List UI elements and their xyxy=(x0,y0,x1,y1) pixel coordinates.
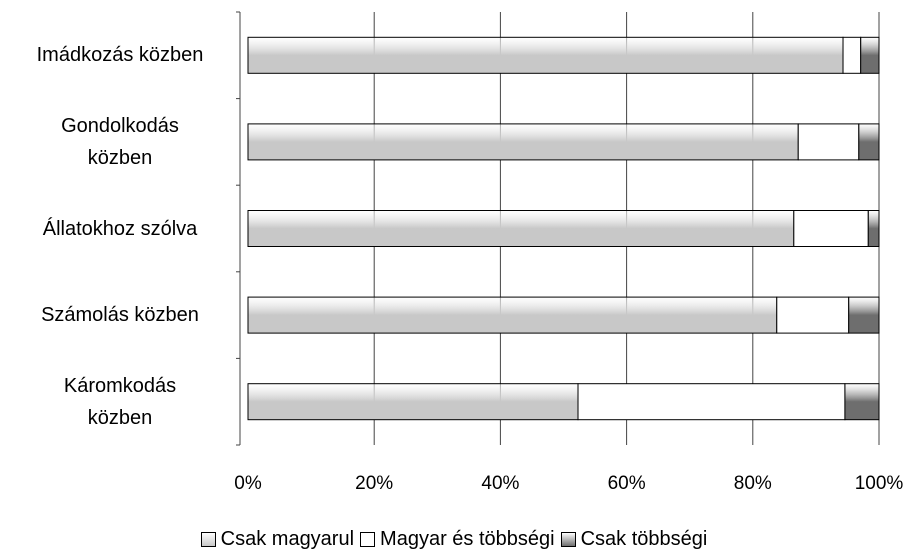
x-tick-label: 20% xyxy=(355,473,393,494)
bar-segment xyxy=(247,296,778,334)
category-label: Állatokhoz szólva xyxy=(42,217,198,240)
bar-segment xyxy=(867,210,880,247)
legend-swatch xyxy=(200,532,216,547)
bar-segment xyxy=(858,123,880,161)
legend: Csak magyarul Magyar és többségi Csak több… xyxy=(0,528,908,551)
category-label: Káromkodás közben xyxy=(63,374,177,429)
bar-segment xyxy=(776,296,850,334)
legend-label: Csak magyarul xyxy=(220,528,355,550)
bar-segment xyxy=(247,210,795,247)
legend-label: Csak többségi xyxy=(580,528,708,550)
x-tick-label: 0% xyxy=(234,473,262,494)
bar-segment xyxy=(844,383,880,421)
legend-item: Magyar és többségi xyxy=(360,528,555,551)
legend-label: Magyar és többségi xyxy=(380,528,555,550)
legend-swatch xyxy=(360,532,376,547)
category-label: Gondolkodás közben xyxy=(61,114,179,169)
legend-item: Csak magyarul xyxy=(200,528,355,551)
x-tick-label: 100% xyxy=(855,473,904,494)
bar-segment xyxy=(860,36,880,74)
bar-segment xyxy=(842,36,862,74)
bar-segment xyxy=(247,123,799,161)
category-label: Imádkozás közben xyxy=(36,44,204,67)
bar-segment xyxy=(247,36,844,74)
bar-segment xyxy=(793,210,869,247)
legend-swatch xyxy=(560,532,576,547)
bar-segment xyxy=(848,296,880,334)
bar-segment xyxy=(577,383,846,421)
bar-segment xyxy=(247,383,579,421)
x-tick-label: 80% xyxy=(734,473,772,494)
x-tick-label: 60% xyxy=(608,473,646,494)
category-label: Számolás közben xyxy=(41,304,199,327)
x-tick-label: 40% xyxy=(481,473,519,494)
legend-item: Csak többségi xyxy=(560,528,708,551)
bar-segment xyxy=(797,123,860,161)
